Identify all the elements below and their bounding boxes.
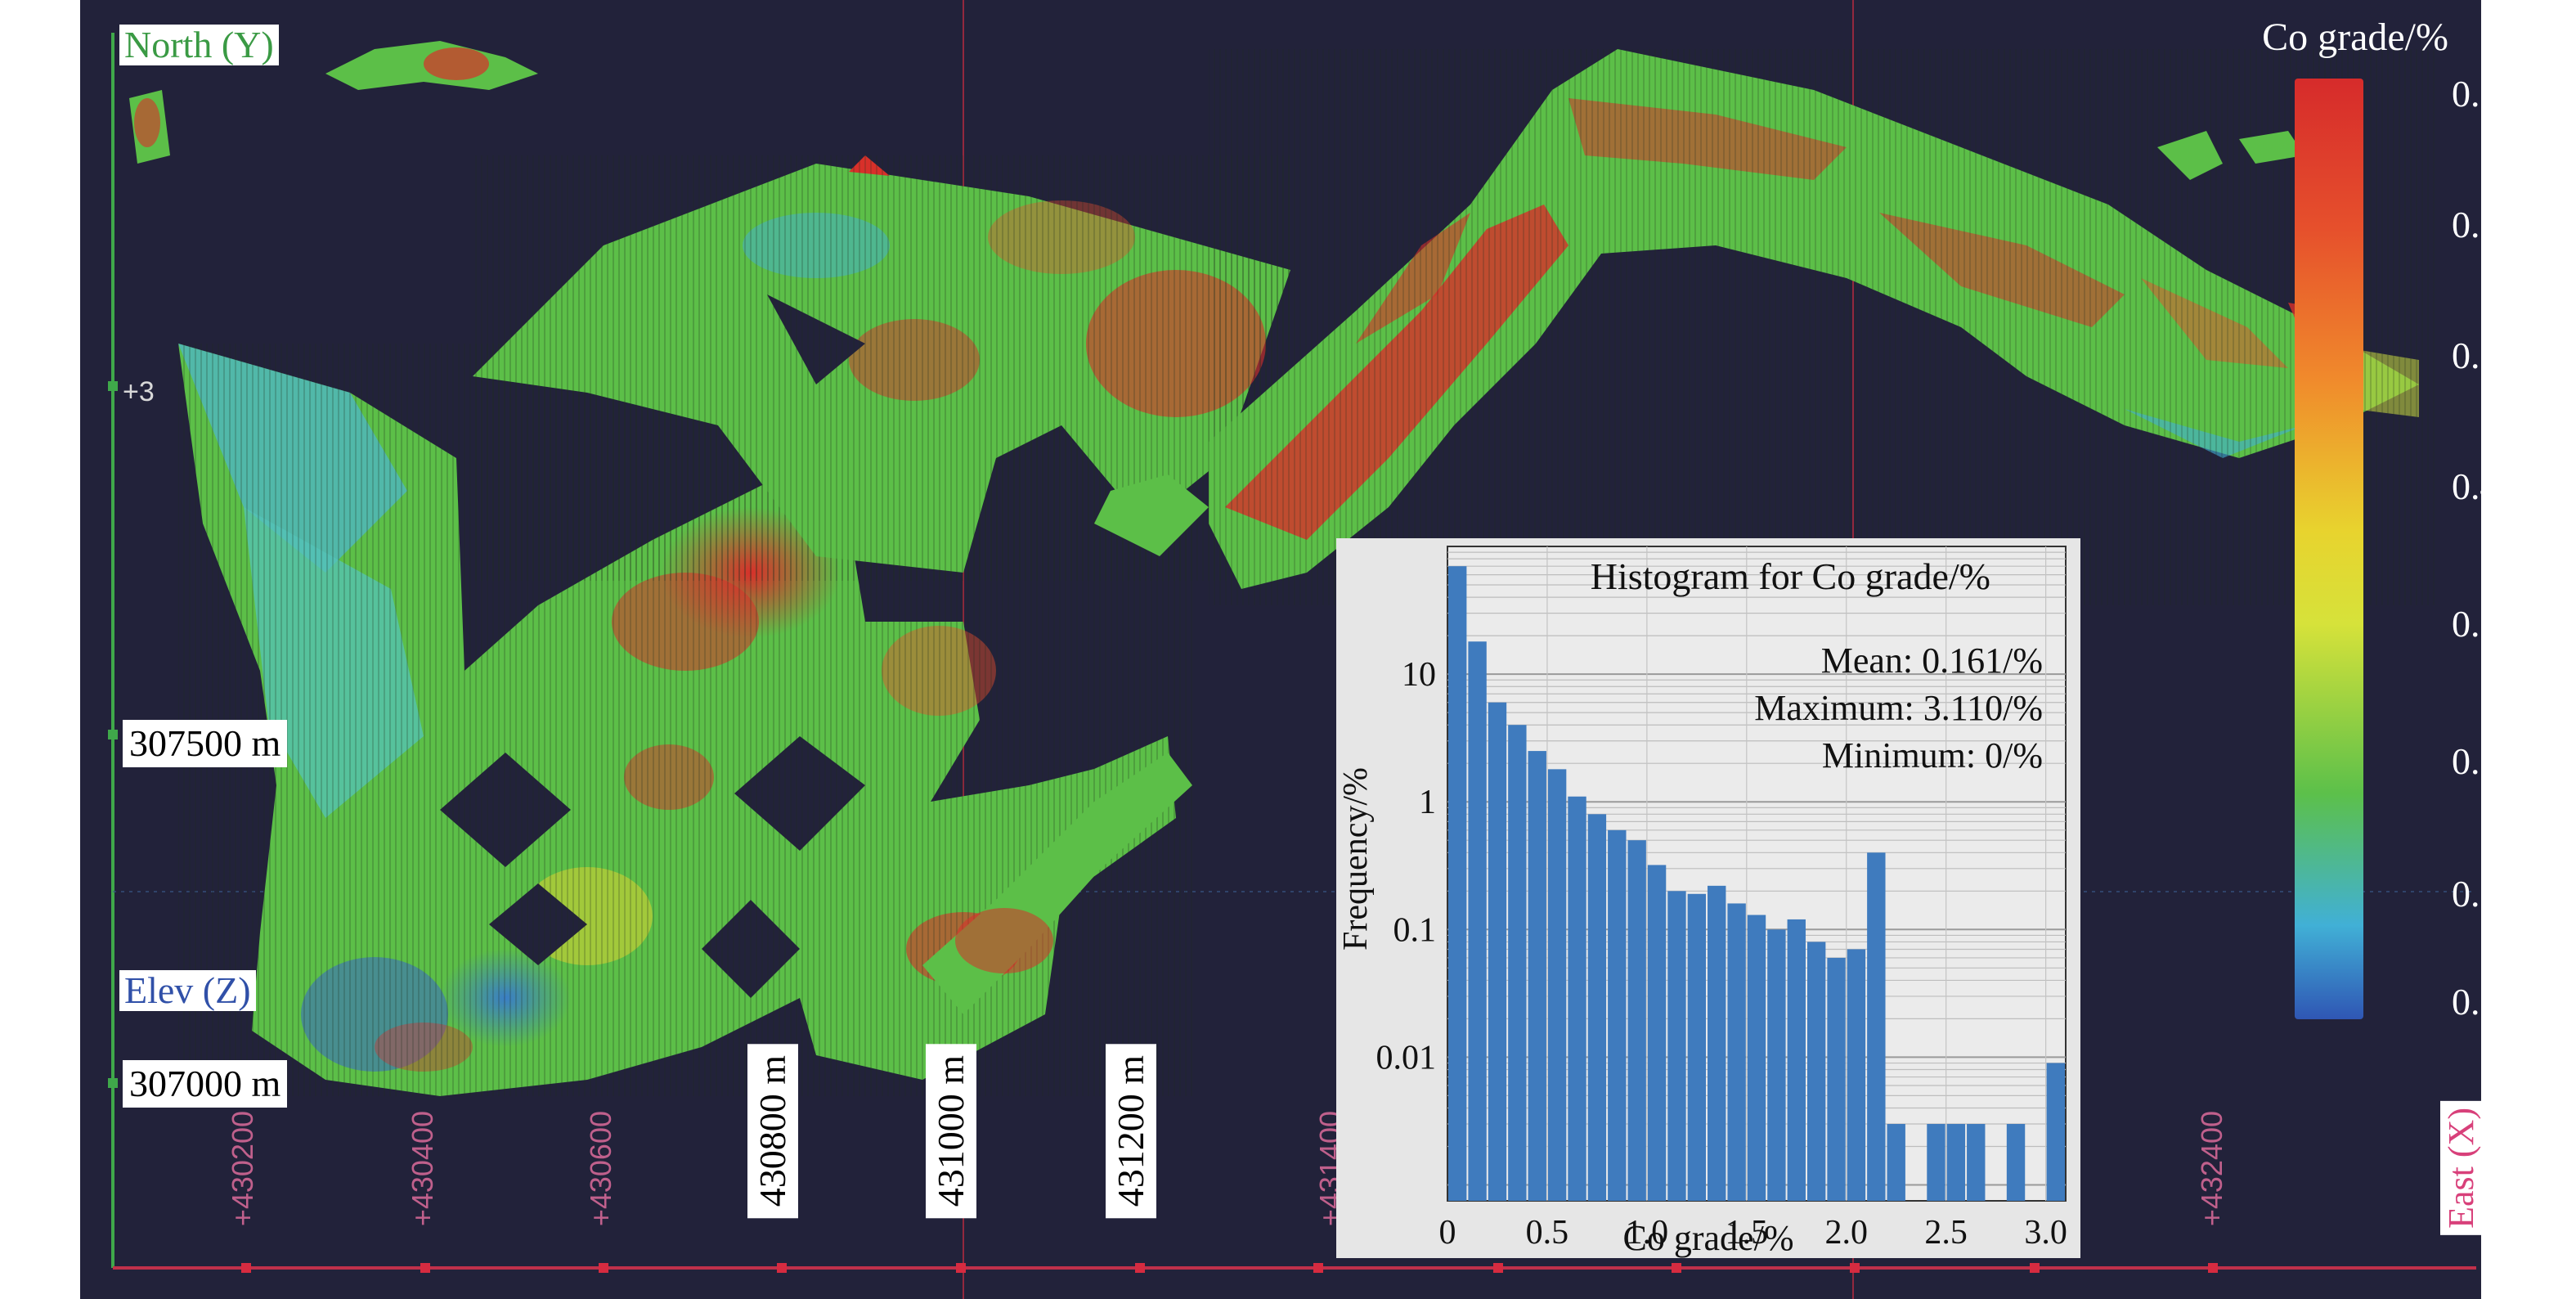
histogram-bar [2046, 1063, 2065, 1201]
histogram-bar [1946, 1124, 1966, 1201]
colorbar-title: Co grade/% [2262, 16, 2448, 59]
histogram-bar [1927, 1124, 1945, 1201]
3d-viewport[interactable]: North (Y) +3 307500 m 307000 m Elev (Z) … [80, 0, 2481, 1299]
east-axis-label: East (X) [2440, 1101, 2481, 1235]
ore-body-east [1209, 49, 2435, 605]
north-axis-label: North (Y) [119, 25, 279, 65]
colorbar-tick: 0.3 [2452, 603, 2481, 645]
north-tick-partial: +3 [123, 376, 155, 407]
ore-fragment [1094, 474, 1209, 556]
x-tick-label: 0 [1439, 1214, 1456, 1252]
colorbar-tick: 0.6 [2452, 204, 2481, 245]
east-tick-432400: +432400 [2195, 1111, 2228, 1227]
y-tick-label: 0.01 [1376, 1039, 1437, 1077]
histogram-bar [1547, 769, 1567, 1201]
histogram-inset: 0 0.5 1.0 1.5 2.0 2.5 3.0 10 1 0.1 0.01 Histogram… [1336, 538, 2080, 1258]
colorbar-tick: 0.2 [2452, 740, 2481, 782]
y-tick-label: 10 [1402, 656, 1436, 694]
histogram-bar [1767, 929, 1786, 1201]
x-tick-label: 1.5 [1726, 1214, 1769, 1252]
colorbar-tick: 0.4 [2452, 465, 2481, 507]
histogram-bar [1568, 796, 1586, 1201]
east-tick-431200: 431200 m [1106, 1044, 1156, 1219]
histogram-bar [1827, 957, 1846, 1201]
histogram-xlabel: Co grade/% [1622, 1218, 1794, 1258]
x-tick-label: 0.5 [1526, 1214, 1569, 1252]
colorbar-tick: 0.5 [2452, 335, 2481, 376]
histogram-bar [1727, 903, 1746, 1201]
colorbar-tick: 0.7 [2452, 73, 2481, 115]
histogram-ylabel: Frequency/% [1337, 767, 1375, 951]
colorbar-tick: 0.01 [2452, 981, 2481, 1023]
x-tick-label: 3.0 [2024, 1214, 2067, 1252]
histogram-bar [1488, 702, 1507, 1201]
histogram-bar [1608, 829, 1627, 1201]
histogram-bar [1647, 865, 1667, 1201]
histogram-bar [1508, 725, 1527, 1201]
histogram-bar [1448, 566, 1467, 1201]
east-tick-430200: +430200 [226, 1111, 259, 1227]
east-tick-430400: +430400 [406, 1111, 439, 1227]
histogram-bar [1967, 1124, 1986, 1201]
histogram-bar [1468, 641, 1487, 1201]
east-axis-ticks [241, 1263, 2218, 1273]
north-tick-307500: 307500 m [123, 720, 288, 767]
colorbar-tick: 0.1 [2452, 873, 2481, 915]
ore-body-map [108, 0, 2476, 1299]
stat-max: Maximum: 3.110/% [1754, 688, 2043, 728]
histogram-bar [1667, 891, 1686, 1201]
x-tick-label: 1.0 [1626, 1214, 1669, 1252]
y-tick-label: 1 [1419, 784, 1436, 821]
histogram-bar [1627, 840, 1646, 1201]
histogram-bar [1787, 919, 1806, 1201]
histogram-bar [1867, 852, 1886, 1201]
histogram-title: Histogram for Co grade/% [1590, 555, 1990, 597]
histogram-bar [1847, 949, 1866, 1201]
elev-axis-label: Elev (Z) [119, 970, 256, 1011]
histogram-bar [1687, 893, 1707, 1201]
x-tick-label: 2.0 [1824, 1214, 1868, 1252]
histogram-bar [1528, 751, 1546, 1201]
colorbar [2295, 79, 2363, 1019]
histogram-bar [2006, 1124, 2026, 1201]
histogram-bar [1747, 915, 1766, 1201]
x-tick-label: 2.5 [1924, 1214, 1968, 1252]
histogram-bar [1806, 942, 1826, 1201]
east-tick-431000: 431000 m [926, 1044, 976, 1219]
north-axis-ticks [108, 381, 118, 1088]
histogram-bar [1708, 885, 1726, 1201]
east-tick-430600: +430600 [584, 1111, 617, 1227]
histogram-bar [1887, 1124, 1905, 1201]
east-tick-430800: 430800 m [747, 1044, 798, 1219]
y-tick-label: 0.1 [1393, 911, 1437, 949]
histogram-bar [1587, 814, 1607, 1201]
stat-min: Minimum: 0/% [1821, 735, 2043, 775]
north-tick-307000: 307000 m [123, 1060, 288, 1108]
stat-mean: Mean: 0.161/% [1820, 641, 2043, 681]
histogram-chart: 0 0.5 1.0 1.5 2.0 2.5 3.0 10 1 0.1 0.01 [1376, 546, 2067, 1252]
